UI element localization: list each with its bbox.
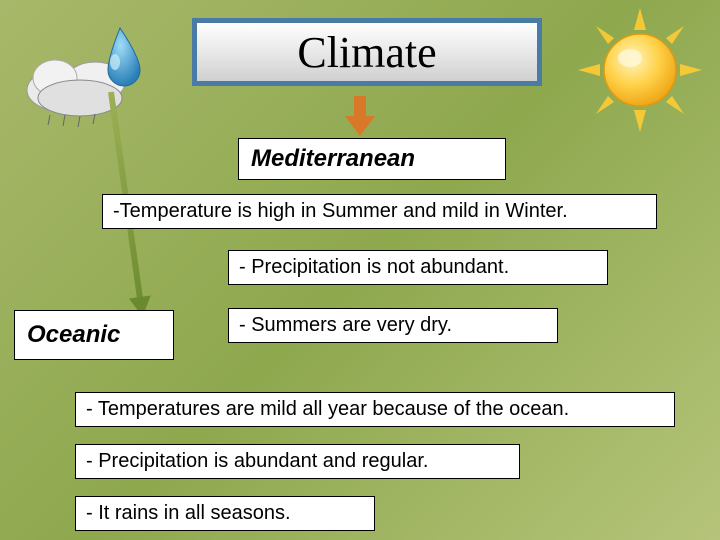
oceanic-heading: Oceanic bbox=[14, 310, 174, 360]
mediterranean-label: Mediterranean bbox=[251, 145, 415, 172]
text: - Temperatures are mild all year because… bbox=[86, 398, 569, 420]
text: - Summers are very dry. bbox=[239, 314, 452, 336]
text: - Precipitation is not abundant. bbox=[239, 256, 509, 278]
sun-icon bbox=[575, 5, 705, 135]
arrow-down-icon bbox=[345, 96, 375, 141]
oceanic-point-temperature: - Temperatures are mild all year because… bbox=[75, 392, 675, 427]
oceanic-label: Oceanic bbox=[27, 321, 120, 348]
text: - It rains in all seasons. bbox=[86, 502, 291, 524]
mediterranean-point-summers: - Summers are very dry. bbox=[228, 308, 558, 343]
cloud-rain-icon bbox=[20, 20, 160, 130]
text: -Temperature is high in Summer and mild … bbox=[113, 200, 568, 222]
oceanic-point-precipitation: - Precipitation is abundant and regular. bbox=[75, 444, 520, 479]
oceanic-point-rain: - It rains in all seasons. bbox=[75, 496, 375, 531]
title-text: Climate bbox=[297, 27, 436, 78]
title-box: Climate bbox=[192, 18, 542, 86]
mediterranean-point-precipitation: - Precipitation is not abundant. bbox=[228, 250, 608, 285]
text: - Precipitation is abundant and regular. bbox=[86, 450, 428, 472]
mediterranean-heading: Mediterranean bbox=[238, 138, 506, 180]
mediterranean-point-temperature: -Temperature is high in Summer and mild … bbox=[102, 194, 657, 229]
